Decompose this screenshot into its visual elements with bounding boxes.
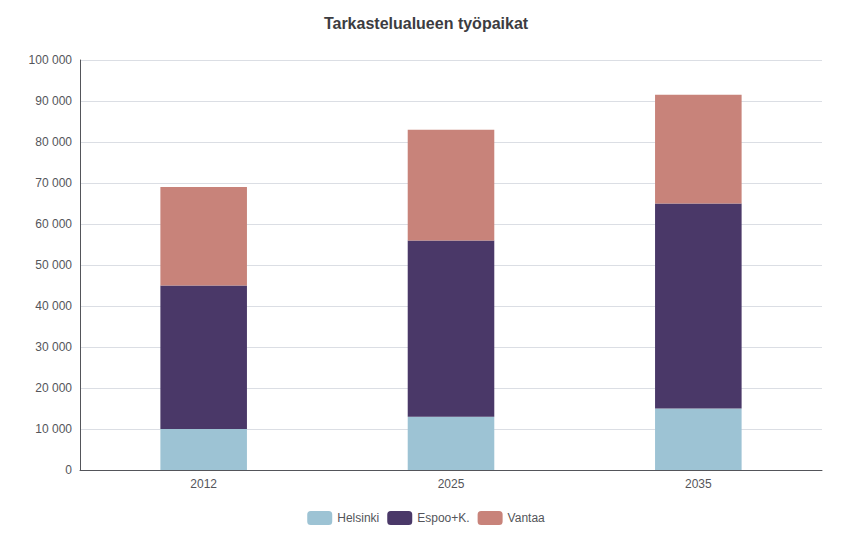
svg-text:60 000: 60 000 [35,217,72,231]
svg-text:80 000: 80 000 [35,135,72,149]
svg-text:2025: 2025 [438,477,465,491]
svg-text:Helsinki: Helsinki [337,511,379,525]
svg-text:0: 0 [65,463,72,477]
svg-text:50 000: 50 000 [35,258,72,272]
svg-text:100 000: 100 000 [29,53,73,67]
svg-text:2035: 2035 [685,477,712,491]
svg-text:Espoo+K.: Espoo+K. [417,511,469,525]
svg-text:Vantaa: Vantaa [508,511,545,525]
svg-text:70 000: 70 000 [35,176,72,190]
svg-text:90 000: 90 000 [35,94,72,108]
svg-text:2012: 2012 [190,477,217,491]
svg-text:40 000: 40 000 [35,299,72,313]
svg-text:20 000: 20 000 [35,381,72,395]
svg-text:10 000: 10 000 [35,422,72,436]
svg-text:Tarkastelualueen työpaikat: Tarkastelualueen työpaikat [324,15,529,32]
svg-text:30 000: 30 000 [35,340,72,354]
